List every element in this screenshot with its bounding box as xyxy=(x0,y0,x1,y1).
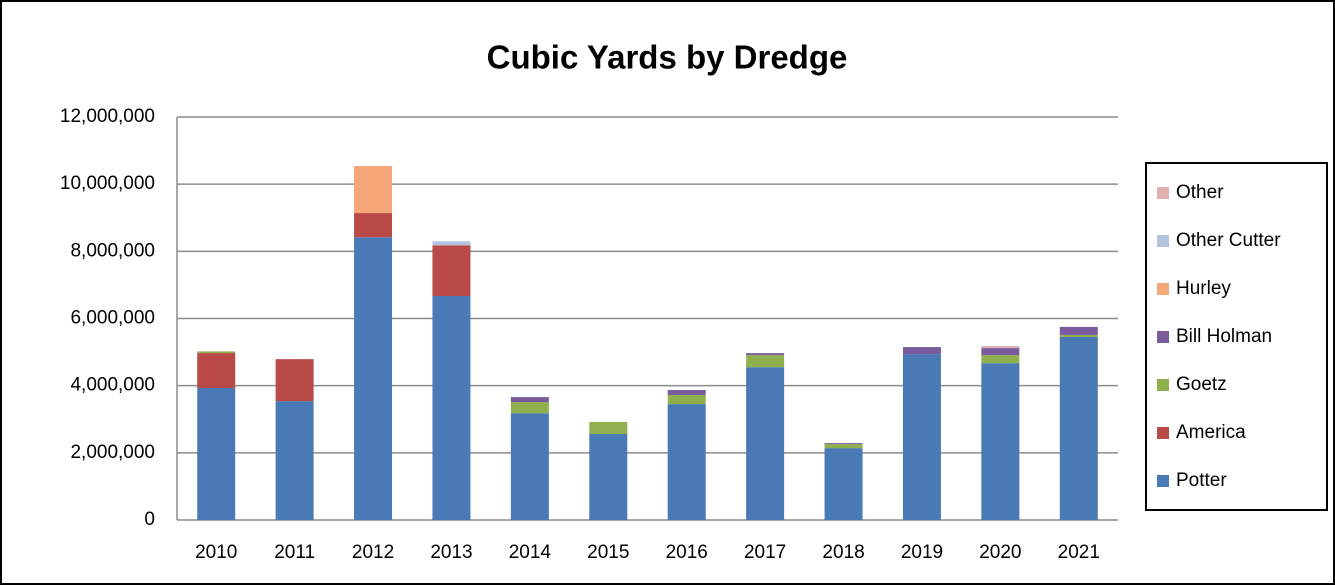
bar-segment xyxy=(432,241,471,246)
legend-box xyxy=(1145,162,1328,511)
legend-label: America xyxy=(1176,422,1246,443)
legend-swatch xyxy=(1157,379,1169,391)
bar-segment xyxy=(197,353,236,389)
bar-segment xyxy=(510,402,549,414)
bar-segment xyxy=(824,448,863,520)
bar-segment xyxy=(589,434,628,520)
bar-segment xyxy=(902,347,941,355)
x-tick-label: 2021 xyxy=(1058,542,1100,563)
legend-label: Other Cutter xyxy=(1176,230,1281,251)
x-tick-label: 2010 xyxy=(195,542,237,563)
bar-segment xyxy=(981,346,1020,349)
bar-segment xyxy=(824,443,863,445)
x-tick-label: 2019 xyxy=(901,542,943,563)
bar-segment xyxy=(824,444,863,449)
y-tick-label: 8,000,000 xyxy=(70,240,155,261)
y-tick-label: 4,000,000 xyxy=(70,375,155,396)
bar-segment xyxy=(197,388,236,520)
x-tick-label: 2017 xyxy=(744,542,786,563)
y-tick-label: 6,000,000 xyxy=(70,308,155,329)
legend-label: Hurley xyxy=(1176,278,1231,299)
legend-label: Goetz xyxy=(1176,374,1227,395)
y-tick-label: 10,000,000 xyxy=(60,173,155,194)
x-tick-label: 2011 xyxy=(274,542,315,563)
legend-swatch xyxy=(1157,187,1169,199)
bar-segment xyxy=(510,397,549,403)
y-tick-label: 2,000,000 xyxy=(70,442,155,463)
legend-swatch xyxy=(1157,235,1169,247)
bar-segment xyxy=(432,245,471,296)
x-tick-label: 2014 xyxy=(509,542,552,563)
bar-segment xyxy=(1059,334,1098,337)
bar-segment xyxy=(1059,326,1098,335)
x-tick-label: 2013 xyxy=(430,542,472,563)
legend-label: Potter xyxy=(1176,470,1227,491)
x-tick-label: 2015 xyxy=(587,542,629,563)
bar-segment xyxy=(667,404,706,520)
bar-segment xyxy=(667,395,706,405)
y-tick-label: 0 xyxy=(144,509,155,530)
bar-segment xyxy=(981,363,1020,520)
bar-segment xyxy=(746,355,785,368)
x-tick-label: 2018 xyxy=(822,542,864,563)
legend-swatch xyxy=(1157,427,1169,439)
x-tick-label: 2020 xyxy=(979,542,1021,563)
bar-segment xyxy=(275,401,314,520)
bar-segment xyxy=(354,237,393,520)
y-tick-label: 12,000,000 xyxy=(60,106,155,127)
bar-segment xyxy=(746,353,785,356)
bar-segment xyxy=(589,421,628,435)
bar-segment xyxy=(432,295,471,520)
legend-swatch xyxy=(1157,331,1169,343)
bar-segment xyxy=(1059,336,1098,520)
legend-label: Bill Holman xyxy=(1176,326,1272,347)
bar-segment xyxy=(197,351,236,354)
x-tick-label: 2012 xyxy=(352,542,394,563)
legend-swatch xyxy=(1157,283,1169,295)
bar-segment xyxy=(981,355,1020,364)
bar-segment xyxy=(981,348,1020,356)
legend-swatch xyxy=(1157,475,1169,487)
bar-segment xyxy=(354,213,393,238)
bar-segment xyxy=(275,359,314,402)
bar-segment xyxy=(510,413,549,520)
bar-segment xyxy=(746,367,785,520)
chart-title: Cubic Yards by Dredge xyxy=(487,39,848,76)
bar-segment xyxy=(902,354,941,520)
legend-label: Other xyxy=(1176,182,1224,203)
x-tick-label: 2016 xyxy=(666,542,708,563)
bar-segment xyxy=(667,390,706,396)
bar-segment xyxy=(354,166,393,214)
